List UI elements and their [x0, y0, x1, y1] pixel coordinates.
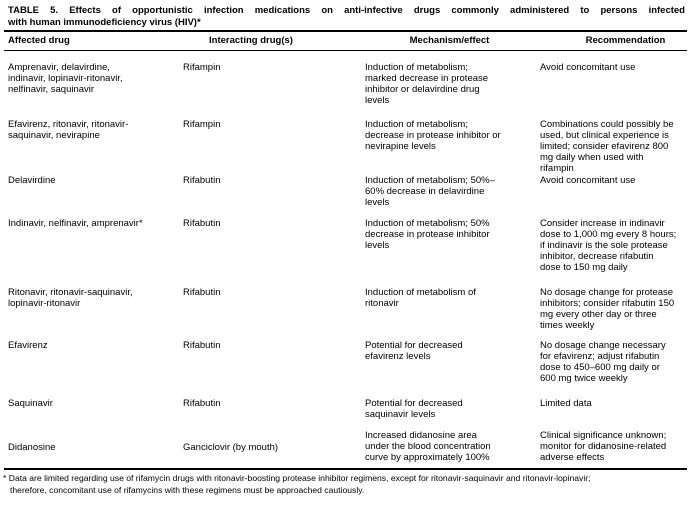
table-title-line2: with human immunodeficiency virus (HIV)*: [8, 17, 201, 28]
cell-recommendation: Combinations could possibly be used, but…: [540, 119, 674, 174]
cell-interacting-drugs: Rifabutin: [183, 340, 221, 351]
title-divider: [4, 30, 687, 32]
table-row: Ritonavir, ritonavir-saquinavir, lopinav…: [8, 287, 684, 331]
cell-mechanism-effect: Potential for decreased saquinavir level…: [365, 398, 463, 420]
cell-interacting-drugs: Rifabutin: [183, 287, 221, 298]
cell-interacting-drugs: Rifampin: [183, 119, 221, 130]
cell-interacting-drugs: Ganciclovir (by mouth): [183, 442, 279, 453]
cell-affected-drug: Efavirenz, ritonavir, ritonavir- saquina…: [8, 119, 129, 141]
cell-recommendation: No dosage change necessary for efavirenz…: [540, 340, 666, 384]
table-row: Amprenavir, delavirdine, indinavir, lopi…: [8, 62, 684, 106]
footnote-divider: [4, 468, 687, 470]
table-body: Amprenavir, delavirdine, indinavir, lopi…: [8, 62, 684, 463]
cell-affected-drug: Indinavir, nelfinavir, amprenavir*: [8, 218, 143, 229]
cell-affected-drug: Delavirdine: [8, 175, 56, 186]
table-header-row: Affected drug Interacting drug(s) Mechan…: [8, 35, 684, 46]
cell-recommendation: Limited data: [540, 398, 592, 409]
cell-mechanism-effect: Induction of metabolism; decrease in pro…: [365, 119, 501, 152]
table-row: Indinavir, nelfinavir, amprenavir* Rifab…: [8, 218, 684, 273]
cell-recommendation: Avoid concomitant use: [540, 62, 636, 73]
cell-recommendation: Consider increase in indinavir dose to 1…: [540, 218, 677, 273]
cell-mechanism-effect: Potential for decreased efavirenz levels: [365, 340, 463, 362]
cell-mechanism-effect: Induction of metabolism of ritonavir: [365, 287, 476, 309]
cell-recommendation: Avoid concomitant use: [540, 175, 636, 186]
cell-recommendation: No dosage change for protease inhibitors…: [540, 287, 675, 331]
column-header-interacting-drugs: Interacting drug(s): [209, 35, 293, 46]
cell-affected-drug: Ritonavir, ritonavir-saquinavir, lopinav…: [8, 287, 133, 309]
cell-interacting-drugs: Rifabutin: [183, 175, 221, 186]
cell-mechanism-effect: Induction of metabolism; 50% decrease in…: [365, 218, 490, 251]
table-figure: TABLE 5. Effects of opportunistic infect…: [3, 5, 687, 495]
cell-interacting-drugs: Rifabutin: [183, 398, 221, 409]
cell-mechanism-effect: Induction of metabolism; marked decrease…: [365, 62, 489, 106]
cell-interacting-drugs: Rifampin: [183, 62, 221, 73]
table-row: Efavirenz, ritonavir, ritonavir- saquina…: [8, 119, 684, 174]
cell-affected-drug: Efavirenz: [8, 340, 48, 351]
cell-recommendation: Clinical significance unknown; monitor f…: [540, 430, 667, 463]
cell-affected-drug: Saquinavir: [8, 398, 53, 409]
cell-interacting-drugs: Rifabutin: [183, 218, 221, 229]
table-row: Saquinavir Rifabutin Potential for decre…: [8, 398, 684, 420]
table-title: TABLE 5. Effects of opportunistic infect…: [8, 5, 685, 29]
column-header-mechanism-effect: Mechanism/effect: [409, 35, 490, 46]
table-row: Delavirdine Rifabutin Induction of metab…: [8, 175, 684, 208]
cell-mechanism-effect: Induction of metabolism; 50%– 60% decrea…: [365, 175, 495, 208]
header-divider: [4, 50, 687, 51]
table-row: Efavirenz Rifabutin Potential for decrea…: [8, 340, 684, 384]
column-header-affected-drug: Affected drug: [8, 35, 70, 46]
table-title-line1: TABLE 5. Effects of opportunistic infect…: [8, 5, 685, 16]
column-header-recommendation: Recommendation: [585, 35, 666, 46]
table-row: Didanosine Ganciclovir (by mouth) Increa…: [8, 430, 684, 463]
cell-affected-drug: Didanosine: [8, 442, 56, 453]
footnote: * Data are limited regarding use of rifa…: [3, 473, 591, 495]
cell-mechanism-effect: Increased didanosine area under the bloo…: [365, 430, 491, 463]
cell-affected-drug: Amprenavir, delavirdine, indinavir, lopi…: [8, 62, 123, 95]
